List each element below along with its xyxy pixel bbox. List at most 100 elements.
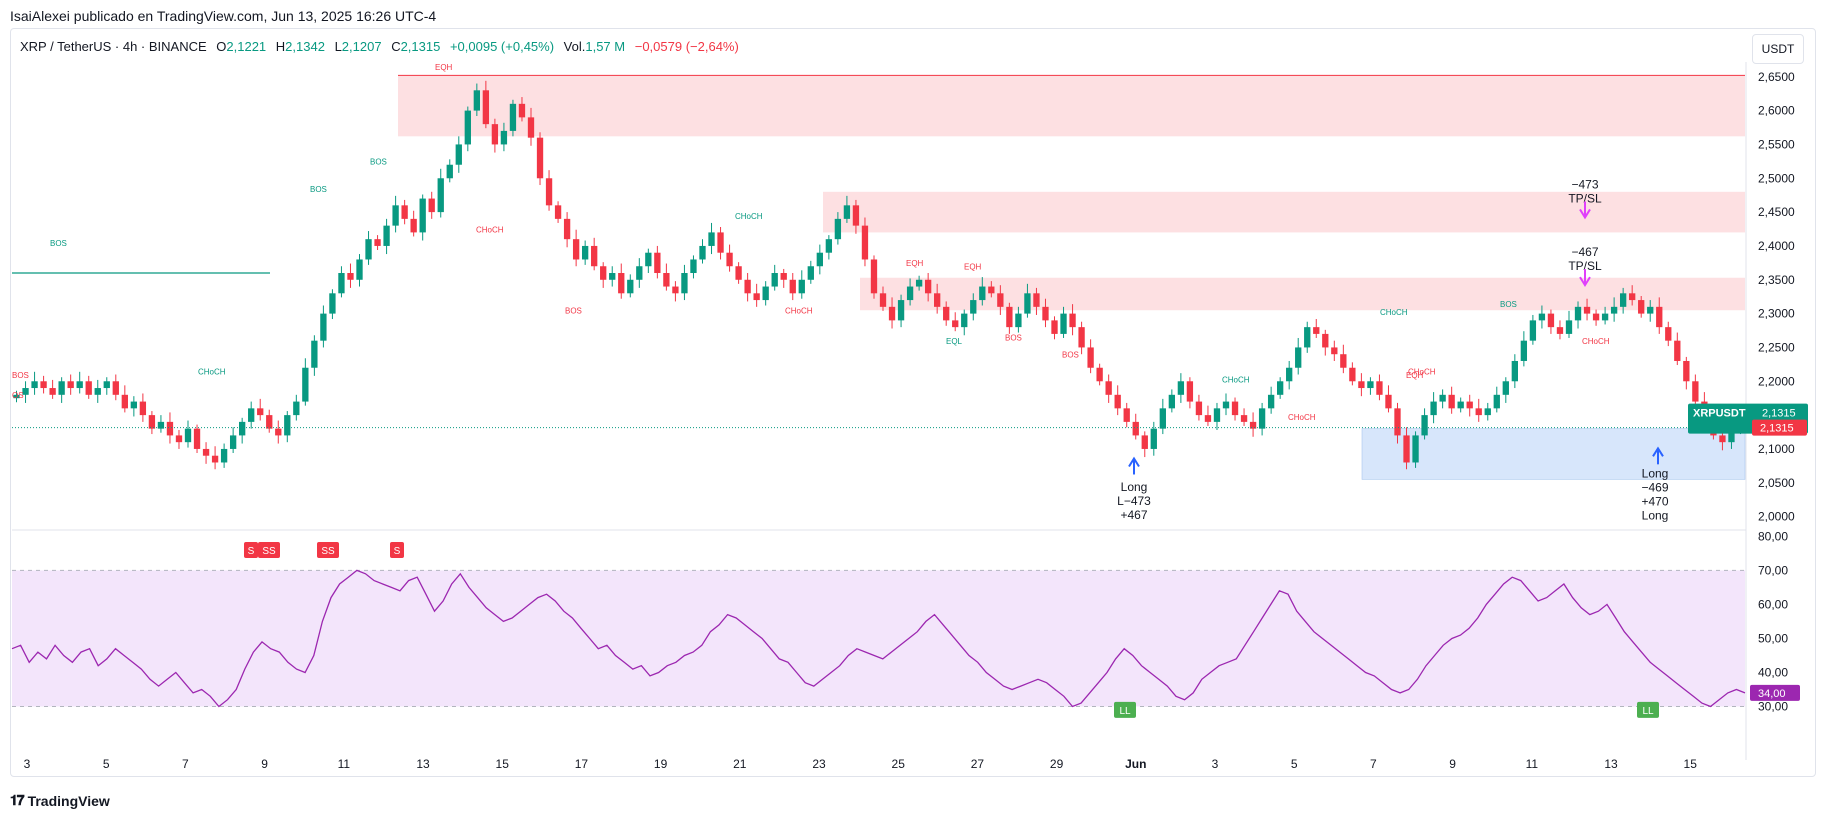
candle-body (1430, 401, 1437, 416)
symbol-title[interactable]: XRP / TetherUS · 4h · BINANCE (20, 39, 207, 54)
candle-body (1069, 313, 1076, 328)
candle-body (1051, 320, 1058, 334)
candle-body (202, 448, 210, 456)
candle-body (1322, 333, 1329, 348)
candle-body (94, 388, 101, 395)
open-value: 2,1221 (226, 39, 267, 54)
candle-body (1638, 300, 1645, 314)
candle-body (1060, 313, 1067, 334)
candle-body (49, 388, 56, 395)
signal-sub2: +467 (1120, 508, 1147, 522)
candle-body (1601, 313, 1609, 321)
candle-body (166, 421, 174, 436)
rsi-line (11, 569, 1746, 708)
candle-body (1466, 401, 1473, 409)
candle-body (374, 239, 381, 246)
candle-body (1231, 401, 1239, 416)
candle-body (563, 218, 571, 240)
structure-label-bos: BOS (310, 185, 327, 194)
candle-body (509, 103, 517, 131)
candle-body (1024, 293, 1031, 314)
structure-label-choch: CHoCH (1408, 368, 1436, 377)
candle-body (636, 266, 643, 280)
candle-body (681, 273, 688, 294)
candle-body (1078, 327, 1085, 348)
candle-body (320, 313, 327, 341)
rsi-tick-label: 40,00 (1758, 665, 1788, 679)
structure-label-bos: BOS (12, 371, 29, 380)
candle-body (1475, 408, 1482, 416)
candle-body (536, 137, 544, 179)
candle-body (1610, 306, 1618, 314)
candle-body (58, 381, 65, 395)
price-tick-label: 2,0500 (1758, 476, 1795, 490)
rsi-mark-text: SS (321, 546, 335, 557)
signal-sub3: Long (1642, 508, 1669, 522)
candle-body (771, 273, 778, 287)
candle-body (193, 428, 201, 449)
candle-body (1538, 313, 1546, 321)
candle-body (581, 245, 589, 260)
time-tick-label: 15 (496, 757, 510, 771)
time-tick-label: 27 (971, 757, 985, 771)
structure-label-eqh: EQH (1406, 371, 1424, 380)
currency-button[interactable]: USDT (1752, 34, 1804, 64)
candle-body (1177, 381, 1185, 395)
structure-label-bos: BOS (1062, 351, 1079, 360)
candle-body (961, 313, 968, 328)
candle-body (1665, 327, 1672, 341)
time-tick-label: 19 (654, 757, 668, 771)
candle-body (1412, 435, 1419, 463)
candle-body (1502, 381, 1509, 395)
candle-body (1358, 381, 1365, 389)
price-tick-label: 2,2500 (1758, 340, 1795, 354)
supply-zone (860, 277, 1745, 311)
candle-body (952, 320, 959, 328)
price-tick-label: 2,6000 (1758, 104, 1795, 118)
candle-body (1493, 394, 1500, 409)
rsi-tick-label: 80,00 (1758, 529, 1788, 543)
candle-body (1692, 381, 1699, 402)
signal-sub: L−473 (1117, 494, 1151, 508)
candle-body (897, 300, 905, 321)
structure-label-eql: EQL (946, 337, 963, 346)
candle-body (1304, 327, 1311, 348)
candle-body (1565, 320, 1573, 334)
candle-body (1619, 293, 1627, 307)
candle-body (1367, 381, 1374, 389)
structure-label-os: OS (12, 391, 24, 400)
time-tick-label: 9 (261, 757, 268, 771)
candle-body (1331, 347, 1338, 355)
rsi-current-box (1750, 684, 1800, 701)
close-value: 2,1315 (400, 39, 441, 54)
time-tick-label: 23 (812, 757, 826, 771)
candle-body (184, 428, 192, 443)
supply-zone (823, 191, 1745, 233)
candle-body (1105, 381, 1112, 395)
candle-body (997, 293, 1004, 307)
candle-body (1222, 401, 1230, 409)
candle-body (870, 259, 878, 294)
candle-body (410, 218, 417, 233)
candle-body (798, 279, 805, 294)
candle-body (1313, 327, 1320, 334)
candle-body (401, 205, 408, 219)
candle-body (852, 205, 860, 226)
candle-body (645, 252, 652, 267)
candle-body (1574, 306, 1582, 321)
time-tick-label: 3 (24, 757, 31, 771)
candle-body (148, 415, 156, 429)
candle-body (1439, 394, 1446, 402)
candle-body (627, 279, 634, 294)
candle-body (383, 225, 390, 246)
candle-body (1394, 408, 1401, 436)
candle-body (1647, 306, 1654, 314)
candle-body (717, 232, 724, 253)
time-tick-label: 11 (338, 757, 351, 771)
candle-body (22, 388, 29, 395)
candle-body (266, 415, 273, 429)
candle-body (311, 340, 318, 368)
structure-label-choch: CHoCH (735, 212, 763, 221)
publisher-line: IsaiAlexei publicado en TradingView.com,… (10, 8, 437, 24)
